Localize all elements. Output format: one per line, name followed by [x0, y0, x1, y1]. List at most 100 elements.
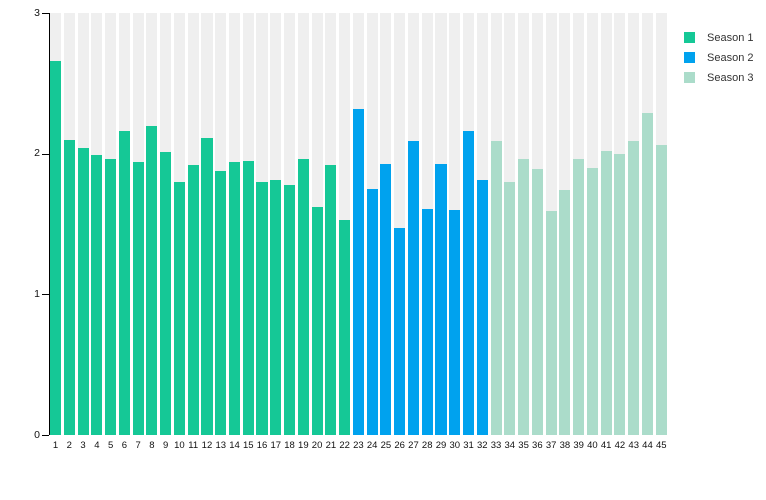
x-tick-label-15: 15 [242, 440, 254, 451]
x-tick-label-33: 33 [490, 440, 502, 451]
bar-season-3-episode-35 [518, 159, 530, 435]
bar-season-3-episode-40 [586, 167, 598, 435]
legend-swatch-season-2-icon [684, 52, 695, 63]
x-tick-label-34: 34 [504, 440, 516, 451]
bar-season-1-episode-21 [325, 164, 337, 435]
bar-season-1-episode-19 [297, 159, 309, 435]
bar-season-2-episode-31 [462, 131, 475, 435]
x-tick-label-35: 35 [518, 440, 529, 451]
legend-item-season-2[interactable]: Season 2 [684, 52, 753, 64]
bar-season-3-episode-39 [573, 159, 585, 435]
bar-column-25 [380, 13, 392, 435]
bar-column-30 [449, 13, 461, 435]
bar-column-6 [118, 13, 130, 435]
bar-column-3 [77, 13, 89, 435]
x-tick-label-6: 6 [121, 440, 128, 451]
bar-season-1-episode-12 [201, 138, 213, 435]
bar-column-18 [284, 13, 296, 435]
legend-item-season-1[interactable]: Season 1 [684, 31, 754, 44]
bar-column-10 [173, 13, 185, 435]
x-tick-label-41: 41 [600, 440, 612, 451]
bar-season-1-episode-2 [63, 139, 75, 435]
bar-season-1-episode-11 [187, 164, 199, 435]
bar-column-7 [132, 13, 144, 435]
bar-season-1-episode-10 [173, 181, 185, 435]
bar-column-39 [573, 13, 585, 435]
bar-column-12 [201, 13, 213, 435]
legend-label: Season 1 [707, 31, 754, 44]
bar-season-3-episode-43 [628, 141, 640, 435]
bar-season-1-episode-5 [105, 159, 117, 435]
bar-season-2-episode-28 [421, 208, 433, 435]
bar-season-1-episode-1 [50, 60, 62, 435]
bar-column-35 [518, 13, 530, 435]
bar-column-8 [146, 13, 158, 435]
x-tick-label-28: 28 [421, 440, 433, 451]
bar-season-3-episode-36 [531, 169, 543, 435]
bar-column-9 [160, 13, 172, 435]
bar-season-2-episode-23 [352, 108, 364, 435]
bar-season-3-episode-45 [655, 145, 667, 435]
bar-column-1 [50, 13, 62, 435]
bar-column-4 [91, 13, 103, 435]
y-tick-dash-1 [42, 294, 49, 296]
bar-column-33 [490, 13, 502, 435]
legend-label: Season 3 [707, 71, 754, 84]
x-tick-label-1: 1 [52, 440, 59, 451]
x-tick-label-12: 12 [201, 440, 213, 451]
x-tick-label-3: 3 [80, 440, 86, 451]
bar-season-3-episode-38 [559, 190, 571, 435]
bar-column-41 [600, 13, 612, 435]
x-tick-label-36: 36 [532, 440, 543, 451]
y-tick-dash-2 [42, 153, 49, 155]
y-tick-dash-0 [42, 435, 49, 436]
bar-season-1-episode-4 [91, 155, 103, 435]
x-tick-label-13: 13 [215, 440, 227, 451]
x-tick-label-43: 43 [628, 440, 639, 451]
x-tick-label-44: 44 [642, 440, 653, 451]
x-tick-label-38: 38 [559, 440, 571, 451]
legend-item-season-3[interactable]: Season 3 [684, 71, 754, 84]
bar-season-1-episode-17 [270, 180, 282, 435]
bar-season-2-episode-26 [394, 228, 406, 435]
bar-season-1-episode-16 [256, 181, 268, 435]
bar-column-22 [339, 13, 351, 435]
x-tick-label-45: 45 [655, 440, 667, 451]
bar-column-13 [215, 13, 227, 435]
x-tick-label-16: 16 [256, 440, 268, 451]
bar-season-2-episode-27 [407, 141, 419, 435]
x-tick-label-21: 21 [325, 440, 337, 451]
bar-season-3-episode-37 [545, 211, 557, 435]
x-tick-label-2: 2 [66, 440, 72, 451]
bar-column-38 [559, 13, 571, 435]
bar-season-1-episode-6 [118, 131, 130, 435]
bar-column-40 [586, 13, 598, 435]
x-tick-label-7: 7 [135, 440, 141, 451]
bar-column-34 [504, 13, 516, 435]
bar-season-2-episode-30 [449, 209, 461, 435]
bar-column-5 [105, 13, 117, 435]
bar-column-15 [242, 13, 254, 435]
plot-area [50, 13, 667, 435]
bar-column-21 [325, 13, 337, 435]
x-tick-label-27: 27 [408, 440, 419, 451]
bar-column-24 [366, 13, 378, 435]
bar-column-26 [394, 13, 406, 435]
legend-swatch-season-1-icon [684, 32, 695, 43]
bar-season-3-episode-41 [600, 150, 612, 435]
x-tick-label-23: 23 [353, 440, 364, 451]
bar-season-2-episode-29 [435, 163, 447, 435]
legend: Season 1 Season 2 Season 3 [684, 32, 753, 92]
bar-column-23 [352, 13, 364, 435]
bar-season-1-episode-20 [311, 207, 323, 435]
bar-season-1-episode-3 [77, 148, 89, 435]
bar-column-28 [421, 13, 433, 435]
bar-column-20 [311, 13, 323, 435]
bar-season-2-episode-32 [476, 180, 488, 435]
x-tick-label-8: 8 [149, 440, 155, 451]
bar-column-37 [545, 13, 557, 435]
x-axis-labels: 1 2 3 4 5 6 7 8 9 10 11 12 13 14 15 16 17 18 19 20 21 22 23 24 2… [50, 440, 667, 451]
x-tick-label-5: 5 [107, 440, 114, 451]
x-tick-label-19: 19 [298, 440, 309, 451]
y-tick-label-3: 3 [34, 6, 40, 19]
